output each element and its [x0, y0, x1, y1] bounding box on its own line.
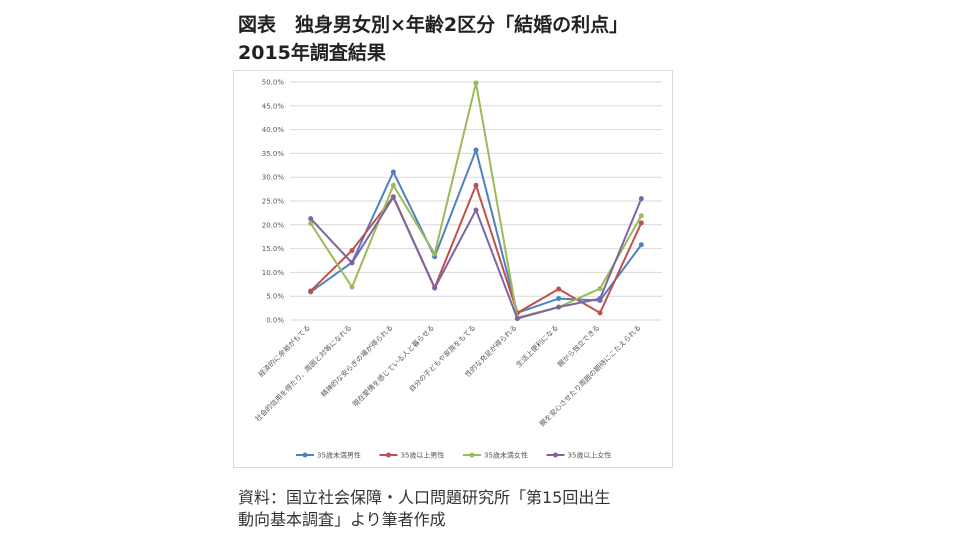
data-point [473, 147, 479, 153]
chart-title: 2015年調査結果 [238, 42, 386, 64]
y-tick-label: 0.0% [266, 317, 284, 325]
y-tick-label: 50.0% [262, 79, 285, 87]
y-tick-label: 25.0% [262, 198, 285, 206]
data-point [308, 288, 314, 294]
data-point [349, 260, 355, 266]
data-point [638, 220, 644, 226]
data-point [349, 284, 355, 290]
data-point [638, 242, 644, 248]
data-point [638, 213, 644, 219]
legend-label: 35歳未満女性 [484, 451, 528, 460]
data-point [597, 310, 603, 316]
y-tick-label: 35.0% [262, 150, 285, 158]
data-point [514, 316, 520, 322]
data-point [390, 169, 396, 175]
y-tick-label: 45.0% [262, 102, 285, 110]
y-tick-label: 40.0% [262, 126, 285, 134]
y-tick-label: 30.0% [262, 174, 285, 182]
data-point [473, 80, 479, 86]
data-point [390, 182, 396, 188]
y-tick-label: 15.0% [262, 245, 285, 253]
data-point [432, 285, 438, 291]
data-point [308, 216, 314, 222]
source-note: 資料：国立社会保障・人口問題研究所「第15回出生 [238, 488, 611, 507]
y-tick-label: 5.0% [266, 293, 284, 301]
chart-title: 図表 独身男女別×年齢2区分「結婚の利点」 [238, 14, 629, 36]
data-point [473, 207, 479, 213]
data-point [308, 220, 314, 226]
legend-marker [386, 452, 391, 458]
legend-marker [469, 452, 475, 458]
data-point [597, 286, 603, 292]
source-note: 動向基本調査」より筆者作成 [238, 510, 446, 529]
legend-label: 35歳未満男性 [317, 451, 361, 460]
data-point [390, 194, 396, 200]
legend-marker [302, 452, 308, 458]
data-point [597, 296, 603, 302]
data-point [349, 248, 355, 254]
y-tick-label: 20.0% [262, 221, 285, 229]
data-point [638, 196, 644, 202]
legend-marker [553, 452, 558, 458]
data-point [556, 286, 562, 292]
data-point [432, 251, 438, 257]
chart-frame [233, 70, 673, 468]
legend-label: 35歳以上男性 [401, 451, 445, 460]
data-point [556, 296, 562, 302]
data-point [473, 182, 479, 188]
y-tick-label: 10.0% [262, 269, 285, 277]
legend-label: 35歳以上女性 [568, 451, 612, 460]
data-point [556, 304, 562, 310]
